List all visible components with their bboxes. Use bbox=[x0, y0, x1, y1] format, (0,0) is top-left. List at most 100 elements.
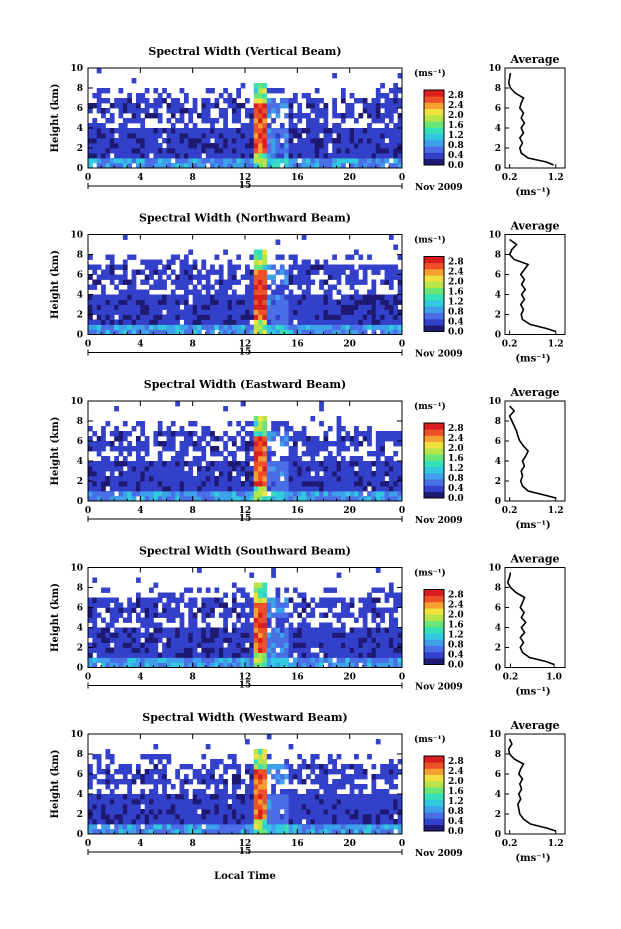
heatmap-cell bbox=[162, 466, 167, 472]
heatmap-cell bbox=[266, 158, 272, 164]
heatmap-cell bbox=[397, 652, 403, 658]
heatmap-cell bbox=[109, 779, 115, 785]
heatmap-cell bbox=[345, 324, 351, 330]
heatmap-cell bbox=[192, 774, 198, 780]
heatmap-cell bbox=[349, 279, 355, 285]
heatmap-cell bbox=[262, 264, 268, 270]
heatmap-cell bbox=[175, 103, 180, 109]
heatmap-cell bbox=[157, 98, 163, 104]
heatmap-cell bbox=[214, 466, 220, 472]
heatmap-cell bbox=[188, 329, 194, 335]
x-tick-label: 16 bbox=[291, 673, 304, 683]
heatmap-cell bbox=[384, 123, 390, 129]
heatmap-cell bbox=[375, 809, 381, 815]
y-tick-label: 6 bbox=[77, 770, 83, 780]
heatmap-cell bbox=[101, 108, 106, 114]
heatmap-cell bbox=[231, 476, 237, 482]
heatmap-cell bbox=[340, 98, 346, 104]
heatmap-cell bbox=[301, 93, 307, 99]
heatmap-cell bbox=[380, 491, 385, 497]
heatmap-cell bbox=[153, 809, 159, 815]
colorbar-swatch bbox=[424, 645, 444, 653]
heatmap-cell bbox=[223, 108, 228, 114]
heatmap-cell bbox=[258, 642, 263, 648]
heatmap-cell bbox=[96, 486, 102, 492]
heatmap-cell bbox=[384, 657, 390, 663]
heatmap-cell bbox=[157, 774, 163, 780]
heatmap-cell bbox=[92, 647, 98, 653]
heatmap-cell bbox=[292, 819, 298, 825]
heatmap-cell bbox=[371, 329, 377, 335]
heatmap-cell bbox=[354, 128, 359, 134]
heatmap-cell bbox=[275, 254, 281, 260]
heatmap-cell bbox=[397, 143, 403, 149]
heatmap-cell bbox=[262, 754, 268, 760]
heatmap-cell bbox=[166, 138, 172, 144]
heatmap-cell bbox=[231, 314, 237, 320]
heatmap-cell bbox=[284, 466, 290, 472]
heatmap-cell bbox=[105, 138, 111, 144]
heatmap-cell bbox=[301, 662, 307, 668]
heatmap-cell bbox=[227, 279, 233, 285]
heatmap-cell bbox=[354, 431, 359, 437]
heatmap-cell bbox=[214, 814, 220, 820]
heatmap-cell bbox=[122, 309, 128, 315]
heatmap-cell bbox=[306, 657, 311, 663]
heatmap-cell bbox=[201, 662, 207, 668]
heatmap-cell bbox=[214, 587, 220, 593]
heatmap-cell bbox=[271, 597, 276, 603]
heatmap-cell bbox=[279, 264, 285, 270]
heatmap-cell bbox=[393, 264, 399, 270]
heatmap-cell bbox=[249, 597, 255, 603]
colorbar-tick-label: 2.0 bbox=[448, 278, 464, 288]
heatmap-cell bbox=[384, 304, 390, 310]
heatmap-cell bbox=[393, 774, 399, 780]
heatmap-cell bbox=[349, 93, 355, 99]
day-marker: 15 bbox=[239, 181, 252, 191]
heatmap-cell bbox=[144, 289, 150, 295]
heatmap-cell bbox=[258, 632, 263, 638]
heatmap-cell bbox=[183, 627, 189, 633]
heatmap-cell bbox=[397, 794, 403, 800]
heatmap-cell bbox=[327, 829, 333, 835]
heatmap-cell bbox=[201, 436, 207, 442]
colorbar-swatch bbox=[424, 812, 444, 819]
heatmap-cell bbox=[253, 329, 259, 335]
heatmap-cell bbox=[380, 158, 385, 164]
heatmap-cell bbox=[192, 431, 198, 437]
heatmap-cell bbox=[301, 304, 307, 310]
heatmap-cell bbox=[197, 319, 202, 325]
heatmap-cell bbox=[231, 582, 237, 588]
heatmap-cell bbox=[197, 446, 202, 452]
heatmap-cell bbox=[214, 148, 220, 154]
heatmap-cell bbox=[240, 829, 246, 835]
heatmap-cell bbox=[301, 804, 307, 810]
heatmap-cell bbox=[179, 784, 185, 790]
heatmap-cell bbox=[149, 486, 154, 492]
average-profile-line bbox=[507, 72, 554, 166]
heatmap-cell bbox=[245, 451, 250, 457]
heatmap-cell bbox=[245, 612, 250, 618]
heatmap-cell bbox=[310, 794, 316, 800]
colorbar-swatch bbox=[424, 287, 444, 295]
heatmap-cell bbox=[314, 324, 320, 330]
heatmap-cell bbox=[284, 456, 290, 462]
colorbar-swatch bbox=[424, 485, 444, 493]
heatmap-cell bbox=[149, 461, 154, 467]
heatmap-cell bbox=[393, 632, 399, 638]
heatmap-cell bbox=[170, 476, 176, 482]
colorbar-tick-label: 0.0 bbox=[448, 827, 464, 837]
heatmap-cell bbox=[380, 163, 385, 169]
heatmap-cell bbox=[275, 153, 281, 159]
heatmap-cell bbox=[249, 607, 255, 613]
heatmap-cell bbox=[380, 83, 385, 89]
heatmap-cell bbox=[140, 153, 146, 159]
heatmap-cell bbox=[153, 754, 159, 760]
heatmap-cell bbox=[327, 799, 333, 805]
heatmap-cell bbox=[96, 314, 102, 320]
heatmap-cell bbox=[306, 799, 311, 805]
heatmap-cell bbox=[262, 481, 268, 487]
heatmap-cell bbox=[349, 829, 355, 835]
heatmap-cell bbox=[375, 622, 381, 628]
heatmap-cell bbox=[284, 789, 290, 795]
